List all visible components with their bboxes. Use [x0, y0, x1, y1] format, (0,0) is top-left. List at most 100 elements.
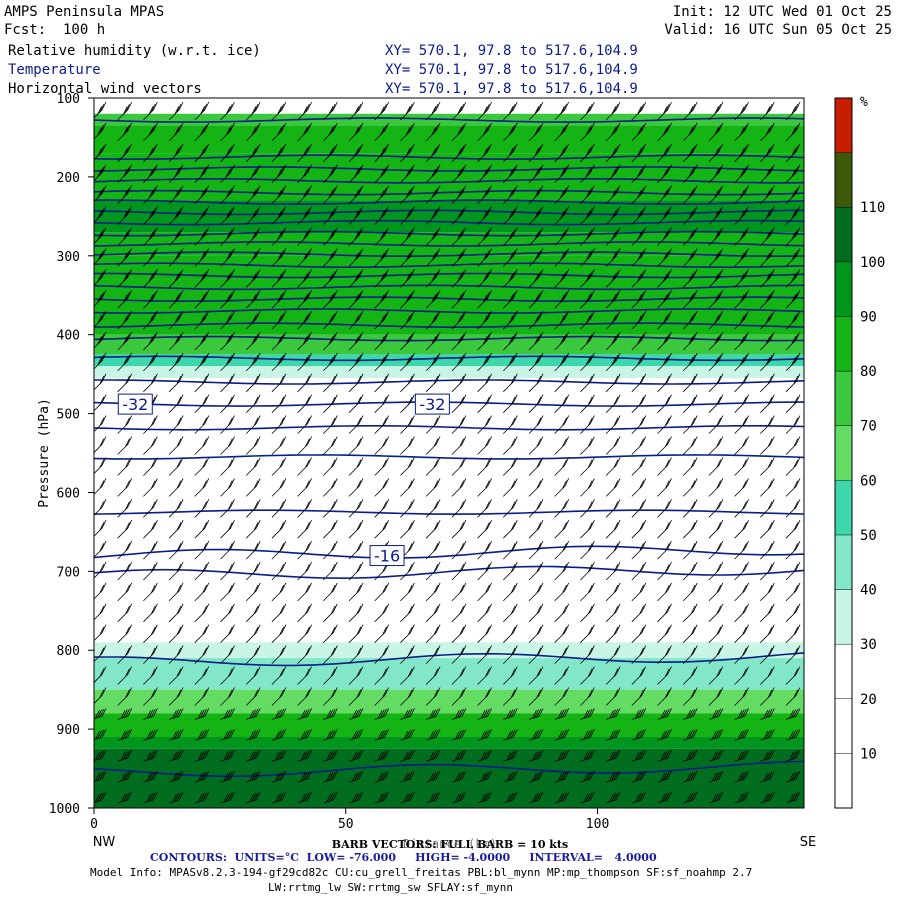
wind-barb [657, 603, 672, 623]
wind-barb [168, 101, 184, 121]
wind-barb [297, 373, 312, 393]
wind-barb [348, 310, 364, 330]
wind-barb [785, 373, 801, 393]
wind-barb [760, 415, 775, 434]
wind-barb [528, 122, 544, 142]
wind-barb [451, 540, 467, 560]
wind-barb [580, 520, 595, 539]
wind-barb [631, 248, 647, 267]
wind-barb [760, 645, 775, 664]
wind-barb [94, 248, 107, 265]
wind-barb [271, 269, 287, 288]
wind-barb [297, 185, 312, 204]
wind-barb [580, 457, 595, 476]
temperature-contour [94, 296, 804, 303]
wind-barb [425, 520, 441, 539]
wind-barb [94, 582, 107, 600]
wind-barb [143, 269, 158, 288]
wind-barb [425, 603, 441, 623]
wind-barb [605, 770, 621, 783]
wind-barb [246, 791, 261, 804]
wind-barb [194, 310, 210, 330]
wind-barb [400, 373, 415, 393]
wind-barb [605, 791, 621, 804]
wind-barb [657, 352, 672, 372]
wind-barb [117, 122, 133, 142]
wind-barb [708, 499, 724, 518]
wind-barb [194, 791, 210, 804]
wind-barb [631, 540, 647, 560]
wind-barb [194, 248, 210, 267]
wind-barb [94, 687, 107, 705]
wind-barb [785, 582, 801, 602]
wind-barb [477, 457, 492, 476]
wind-barb [503, 122, 518, 142]
wind-barb [554, 290, 570, 309]
colorbar-tick-label: 80 [860, 364, 877, 380]
wind-barb [194, 269, 210, 288]
wind-barb [605, 436, 621, 455]
wind-barb [785, 101, 801, 121]
wind-barb [348, 394, 364, 413]
wind-barb [143, 645, 158, 664]
wind-barb [631, 457, 647, 476]
wind-barb [297, 457, 312, 476]
wind-barb [168, 582, 184, 602]
wind-barb [554, 499, 570, 518]
wind-barb [168, 227, 184, 246]
wind-barb [297, 687, 312, 706]
wind-barb [220, 520, 235, 539]
wind-barb [760, 499, 775, 518]
wind-barb [143, 750, 158, 762]
contour-labels: -32 -32 -16 [117, 393, 450, 567]
wind-barb [760, 666, 775, 685]
wind-barb [605, 269, 621, 288]
wind-barb [451, 394, 467, 413]
wind-barb [760, 478, 775, 497]
wind-barb [785, 206, 801, 225]
wind-barb [245, 352, 261, 372]
wind-barb [374, 478, 390, 497]
wind-barb [194, 436, 210, 455]
colorbar-segment [834, 261, 853, 317]
wind-barb [117, 227, 133, 246]
wind-barb [554, 331, 570, 351]
wind-barb [554, 561, 570, 581]
wind-barb [348, 457, 364, 476]
wind-barb [785, 561, 801, 581]
wind-barb [528, 269, 544, 288]
wind-barb [554, 729, 570, 741]
wind-barb [194, 478, 210, 497]
wind-barb [760, 310, 775, 330]
wind-barb [194, 666, 210, 685]
colorbar-tick-label: 90 [860, 309, 877, 325]
wind-barb [348, 499, 364, 518]
wind-barb [400, 290, 415, 309]
wind-barb [477, 603, 492, 623]
colorbar-segment [834, 425, 853, 481]
wind-barb [554, 478, 570, 497]
wind-barb [271, 206, 287, 225]
wind-barb [657, 770, 672, 783]
wind-barb [400, 561, 415, 581]
wind-barb [220, 143, 235, 163]
wind-barb [503, 331, 518, 351]
temperature-contour [94, 379, 804, 385]
wind-barb [297, 206, 312, 225]
wind-barb [271, 352, 287, 372]
temperature-contour [94, 652, 804, 667]
wind-barb [425, 310, 441, 330]
wind-barb [425, 436, 441, 455]
wind-barb [374, 582, 390, 602]
wind-barb [348, 478, 364, 497]
wind-barb [708, 624, 724, 643]
wind-barb [657, 645, 672, 664]
wind-barb [425, 499, 441, 518]
wind-barb [503, 164, 518, 183]
wind-barb [503, 290, 518, 309]
wind-barb [631, 206, 647, 225]
wind-barb [271, 310, 287, 330]
wind-barb [220, 687, 235, 706]
wind-barb [374, 666, 390, 685]
wind-barb [580, 290, 595, 309]
